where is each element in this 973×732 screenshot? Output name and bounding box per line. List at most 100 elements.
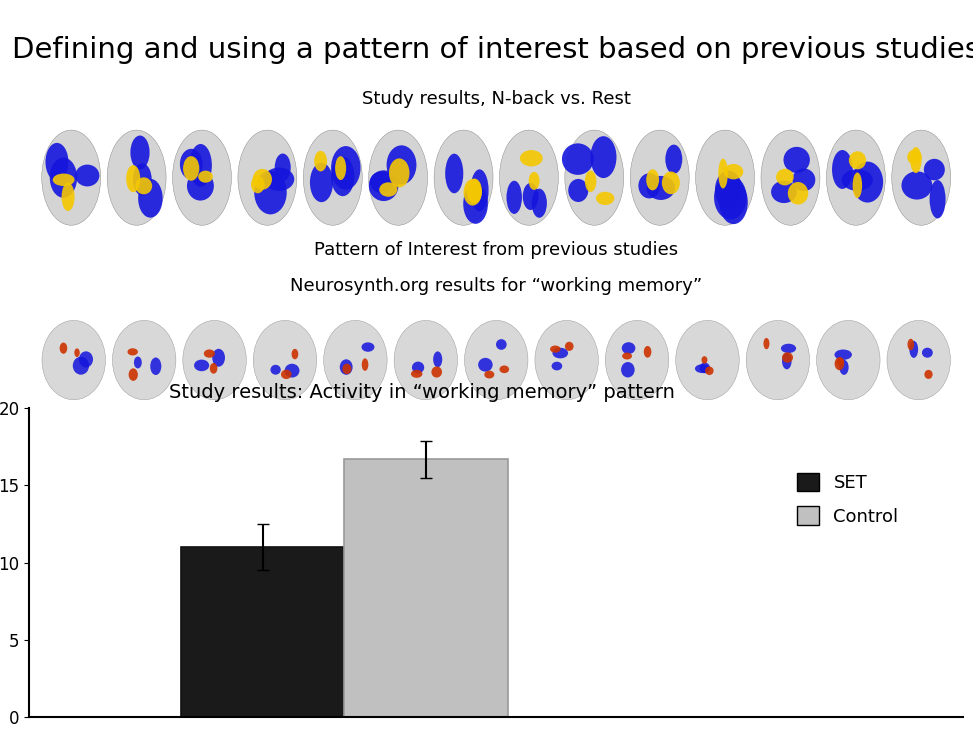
Ellipse shape [130, 135, 150, 169]
Ellipse shape [776, 169, 794, 185]
Ellipse shape [340, 359, 352, 375]
Ellipse shape [638, 173, 661, 198]
Ellipse shape [531, 189, 547, 217]
Ellipse shape [126, 165, 140, 193]
Text: Study results: Activity in “working memory” pattern: Study results: Activity in “working memo… [168, 383, 674, 402]
Ellipse shape [662, 171, 680, 194]
Ellipse shape [471, 169, 488, 212]
Ellipse shape [826, 130, 885, 225]
Ellipse shape [892, 130, 951, 225]
Ellipse shape [331, 146, 361, 190]
Ellipse shape [523, 183, 538, 210]
Text: Neurosynth.org results for “working memory”: Neurosynth.org results for “working memo… [290, 277, 703, 294]
Ellipse shape [705, 367, 713, 375]
Ellipse shape [284, 364, 300, 378]
Ellipse shape [568, 179, 589, 202]
Ellipse shape [467, 179, 482, 203]
Ellipse shape [210, 363, 217, 374]
Ellipse shape [464, 321, 528, 400]
Ellipse shape [718, 159, 728, 188]
Ellipse shape [42, 321, 105, 400]
Ellipse shape [411, 370, 422, 378]
Ellipse shape [696, 130, 754, 225]
Ellipse shape [746, 321, 810, 400]
Ellipse shape [605, 321, 668, 400]
Ellipse shape [463, 179, 482, 206]
Ellipse shape [254, 171, 287, 214]
Ellipse shape [281, 370, 292, 379]
Ellipse shape [496, 339, 507, 350]
Ellipse shape [622, 353, 632, 359]
Ellipse shape [238, 130, 297, 225]
Ellipse shape [782, 352, 793, 363]
Ellipse shape [203, 349, 215, 358]
Ellipse shape [264, 168, 294, 191]
Ellipse shape [113, 321, 176, 400]
Ellipse shape [379, 182, 397, 197]
Ellipse shape [550, 346, 560, 353]
Ellipse shape [695, 365, 710, 373]
Ellipse shape [646, 169, 659, 190]
Ellipse shape [46, 143, 68, 181]
Ellipse shape [644, 346, 651, 358]
Ellipse shape [107, 130, 166, 225]
Ellipse shape [700, 362, 710, 373]
Ellipse shape [887, 321, 951, 400]
Ellipse shape [187, 171, 214, 201]
Ellipse shape [528, 172, 540, 190]
Ellipse shape [304, 130, 362, 225]
Ellipse shape [907, 149, 921, 165]
Ellipse shape [924, 370, 932, 379]
Ellipse shape [562, 143, 594, 175]
Ellipse shape [253, 321, 317, 400]
Ellipse shape [135, 177, 152, 195]
Ellipse shape [180, 149, 202, 179]
Ellipse shape [342, 364, 351, 374]
Ellipse shape [923, 159, 945, 180]
Ellipse shape [369, 130, 427, 225]
Ellipse shape [463, 184, 487, 224]
Ellipse shape [835, 357, 845, 370]
Ellipse shape [172, 130, 232, 225]
Ellipse shape [386, 146, 416, 184]
Ellipse shape [324, 321, 387, 400]
Ellipse shape [771, 181, 797, 203]
Ellipse shape [133, 163, 152, 195]
Ellipse shape [53, 173, 75, 186]
Ellipse shape [535, 321, 598, 400]
Ellipse shape [183, 156, 199, 181]
Ellipse shape [647, 176, 675, 200]
Ellipse shape [362, 359, 369, 371]
Ellipse shape [127, 348, 138, 356]
Ellipse shape [42, 130, 100, 225]
Ellipse shape [714, 176, 746, 220]
Ellipse shape [331, 157, 354, 196]
Ellipse shape [724, 164, 743, 179]
Ellipse shape [499, 130, 559, 225]
Ellipse shape [837, 357, 844, 365]
Ellipse shape [764, 338, 770, 349]
Ellipse shape [446, 154, 463, 193]
Ellipse shape [901, 171, 932, 200]
Ellipse shape [310, 163, 333, 202]
Ellipse shape [715, 171, 742, 209]
Text: Pattern of Interest from previous studies: Pattern of Interest from previous studie… [314, 242, 678, 259]
Ellipse shape [929, 180, 946, 218]
Ellipse shape [622, 342, 635, 354]
Ellipse shape [138, 179, 162, 217]
Ellipse shape [908, 339, 914, 350]
Ellipse shape [565, 342, 574, 351]
Ellipse shape [852, 162, 883, 203]
Ellipse shape [702, 356, 707, 364]
Bar [181, 548, 344, 717]
Ellipse shape [761, 130, 820, 225]
Ellipse shape [431, 367, 442, 378]
Ellipse shape [842, 169, 873, 191]
Ellipse shape [788, 182, 809, 204]
Text: Defining and using a pattern of interest based on previous studies: Defining and using a pattern of interest… [13, 36, 973, 64]
Ellipse shape [631, 130, 689, 225]
Ellipse shape [840, 360, 848, 375]
Ellipse shape [719, 180, 748, 224]
Ellipse shape [134, 356, 142, 368]
Ellipse shape [370, 171, 393, 193]
